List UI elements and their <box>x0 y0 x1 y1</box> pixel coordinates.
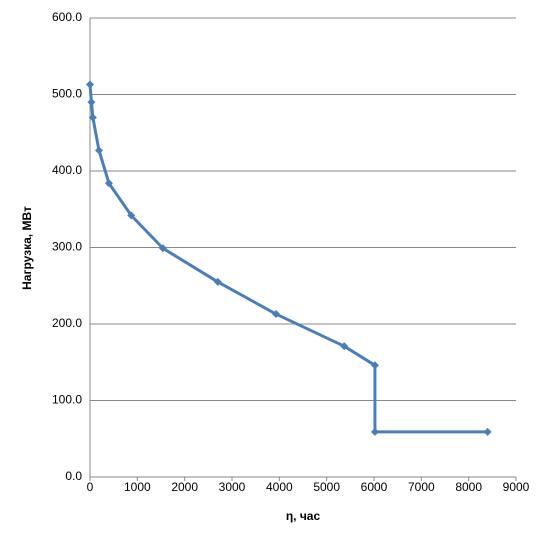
marker <box>483 427 492 436</box>
y-tick-label: 200.0 <box>52 316 82 330</box>
marker <box>158 244 167 253</box>
x-tick-label: 7000 <box>408 480 435 494</box>
y-tick-label: 600.0 <box>52 10 82 24</box>
x-tick-label: 6000 <box>361 480 388 494</box>
marker <box>370 427 379 436</box>
x-tick-label: 4000 <box>266 480 293 494</box>
marker <box>127 211 136 220</box>
x-tick-label: 5000 <box>313 480 340 494</box>
line <box>88 84 488 434</box>
y-tick-label: 0.0 <box>65 469 82 483</box>
x-tick-label: 3000 <box>219 480 246 494</box>
marker <box>370 361 379 370</box>
y-tick-label: 500.0 <box>52 87 82 101</box>
marker <box>340 342 349 351</box>
marker <box>104 179 113 188</box>
x-axis-title: η, час <box>286 509 321 523</box>
x-tick-label: 9000 <box>503 480 530 494</box>
marker <box>213 277 222 286</box>
x-tick-label: 8000 <box>455 480 482 494</box>
marker <box>86 80 94 89</box>
y-tick-label: 300.0 <box>52 240 82 254</box>
marker <box>88 113 97 122</box>
x-tick-label: 1000 <box>124 480 151 494</box>
y-tick-label: 400.0 <box>52 163 82 177</box>
marker <box>272 310 281 319</box>
y-tick-label: 100.0 <box>52 393 82 407</box>
y-axis-title: Нагрузка, МВт <box>20 206 34 290</box>
x-tick-label: 0 <box>87 480 94 494</box>
marker <box>87 98 96 107</box>
marker <box>94 146 103 155</box>
x-tick-label: 2000 <box>171 480 198 494</box>
